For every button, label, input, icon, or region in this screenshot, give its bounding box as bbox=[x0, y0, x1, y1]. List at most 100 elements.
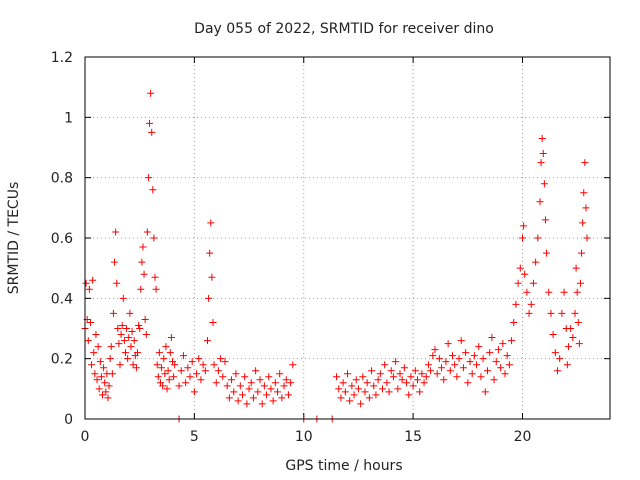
data-point bbox=[94, 343, 102, 351]
data-point bbox=[477, 373, 485, 381]
y-axis-label: SRMTID / TECUs bbox=[6, 182, 22, 295]
data-point bbox=[239, 391, 246, 399]
data-point bbox=[139, 243, 147, 251]
data-point bbox=[247, 379, 255, 387]
chart-title: Day 055 of 2022, SRMTID for receiver din… bbox=[194, 21, 494, 37]
data-point bbox=[346, 397, 354, 405]
data-point bbox=[365, 394, 373, 402]
data-point bbox=[141, 315, 149, 323]
data-point bbox=[543, 249, 551, 257]
data-points bbox=[81, 89, 591, 423]
data-point bbox=[119, 294, 127, 302]
data-point bbox=[333, 373, 341, 381]
data-point bbox=[352, 376, 360, 384]
data-point bbox=[280, 382, 288, 390]
data-point bbox=[494, 346, 502, 354]
data-point bbox=[455, 355, 463, 363]
data-point bbox=[209, 318, 217, 326]
data-point bbox=[132, 364, 140, 372]
data-point bbox=[130, 337, 138, 345]
data-point bbox=[545, 288, 553, 296]
data-point bbox=[249, 394, 257, 402]
data-point bbox=[538, 134, 546, 142]
data-point bbox=[115, 340, 123, 348]
data-point bbox=[512, 300, 520, 308]
data-point bbox=[520, 222, 528, 230]
data-point bbox=[429, 352, 437, 360]
y-tick-label: 0.8 bbox=[51, 171, 73, 187]
data-point bbox=[560, 288, 568, 296]
data-point bbox=[433, 370, 441, 378]
data-point bbox=[348, 382, 356, 390]
data-point bbox=[135, 321, 143, 329]
data-point bbox=[385, 388, 393, 396]
data-point bbox=[446, 367, 454, 375]
data-point bbox=[556, 355, 564, 363]
data-point bbox=[466, 358, 474, 366]
data-point bbox=[102, 388, 110, 396]
tick-layer: 0 5 10 15 20 0 0.2 0.4 0.6 0.8 1 1.2 bbox=[51, 50, 610, 445]
data-point bbox=[536, 198, 544, 206]
data-point bbox=[274, 388, 281, 396]
data-point bbox=[376, 370, 384, 378]
data-point bbox=[99, 391, 106, 399]
data-point bbox=[564, 343, 572, 351]
data-point bbox=[374, 376, 382, 384]
data-point bbox=[451, 361, 459, 369]
data-point bbox=[137, 285, 145, 293]
data-point bbox=[581, 159, 589, 167]
data-point bbox=[359, 373, 367, 381]
data-point bbox=[100, 364, 108, 372]
data-point bbox=[505, 361, 513, 369]
data-point bbox=[372, 391, 380, 399]
data-point bbox=[230, 388, 238, 396]
data-point bbox=[91, 370, 99, 378]
data-point bbox=[416, 388, 424, 396]
data-point bbox=[350, 391, 358, 399]
data-point bbox=[205, 294, 213, 302]
data-point bbox=[575, 340, 583, 348]
data-point bbox=[217, 355, 225, 363]
data-point bbox=[499, 340, 507, 348]
data-point bbox=[405, 391, 413, 399]
data-point bbox=[516, 264, 524, 272]
data-point bbox=[182, 379, 190, 387]
data-point bbox=[125, 334, 133, 342]
data-point bbox=[508, 337, 516, 345]
data-point bbox=[335, 385, 343, 393]
data-point bbox=[206, 249, 214, 257]
data-point bbox=[510, 318, 518, 326]
x-tick-label: 0 bbox=[81, 429, 90, 445]
data-point bbox=[457, 337, 465, 345]
data-point bbox=[459, 364, 467, 372]
x-tick-label: 10 bbox=[295, 429, 313, 445]
data-point bbox=[563, 361, 571, 369]
data-point bbox=[186, 373, 194, 381]
data-point bbox=[118, 321, 126, 329]
data-point bbox=[175, 382, 183, 390]
data-point bbox=[146, 119, 154, 127]
x-tick-label: 15 bbox=[404, 429, 422, 445]
data-point bbox=[210, 361, 218, 369]
data-point bbox=[256, 376, 264, 384]
data-point bbox=[403, 379, 411, 387]
data-point bbox=[576, 279, 584, 287]
data-point bbox=[104, 394, 112, 402]
data-point bbox=[134, 349, 141, 357]
data-point bbox=[184, 364, 192, 372]
data-point bbox=[514, 279, 522, 287]
data-point bbox=[219, 373, 227, 381]
data-point bbox=[92, 331, 100, 339]
data-point bbox=[160, 355, 168, 363]
data-point bbox=[158, 364, 166, 372]
data-point bbox=[490, 376, 498, 384]
data-point bbox=[96, 358, 104, 366]
data-point bbox=[153, 361, 161, 369]
data-point bbox=[179, 352, 187, 360]
data-point bbox=[267, 385, 275, 393]
data-point bbox=[462, 349, 470, 357]
data-point bbox=[228, 376, 236, 384]
data-point bbox=[143, 228, 151, 236]
data-point bbox=[243, 400, 251, 408]
data-point bbox=[207, 219, 215, 227]
